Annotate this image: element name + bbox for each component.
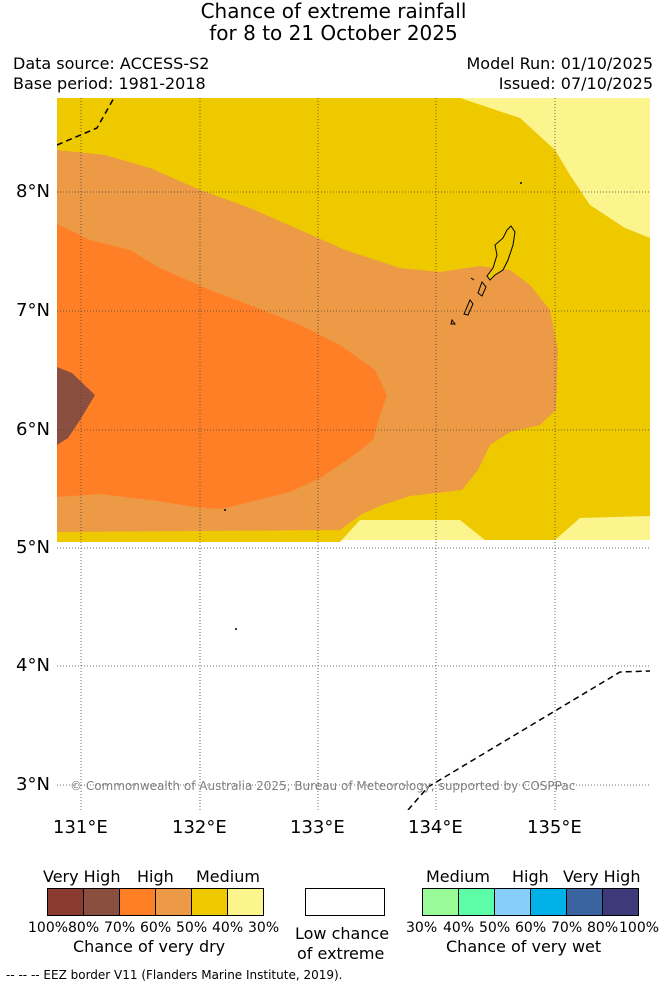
dry-tick-60: 60% <box>140 920 172 936</box>
dry-70-80-band <box>57 367 95 445</box>
dry-60-70-band <box>57 224 387 509</box>
dry-swatch-60-50 <box>155 888 192 916</box>
wet-legend-label: Chance of very wet <box>446 937 602 956</box>
wet-tick-30: 30% <box>406 920 438 936</box>
dry-tick-30: 30% <box>248 920 280 936</box>
wet-tick-70: 70% <box>551 920 583 936</box>
islet-marker <box>520 182 522 184</box>
wet-swatch-30-40 <box>422 888 459 916</box>
map-title-line-1: Chance of extreme rainfall <box>200 0 467 23</box>
lat-label-8n: 8°N <box>16 181 50 202</box>
dry-swatch-80-70 <box>83 888 120 916</box>
rainfall-probability-field <box>57 98 650 810</box>
wet-swatch-70-80 <box>566 888 603 916</box>
lat-label-4n: 4°N <box>16 655 50 676</box>
wet-tick-50: 50% <box>479 920 511 936</box>
dry-tick-100: 100% <box>28 920 69 936</box>
wet-swatch-40-50 <box>458 888 495 916</box>
copyright-notice: © Commonwealth of Australia 2025, Bureau… <box>70 779 576 793</box>
dry-tick-70: 70% <box>104 920 136 936</box>
dry-category-high: High <box>137 867 174 886</box>
low-chance-label-1: Low chance <box>295 924 390 943</box>
lon-label-133e: 133°E <box>290 817 345 838</box>
lon-label-132e: 132°E <box>172 817 227 838</box>
dry-tick-50: 50% <box>176 920 208 936</box>
map-title-line-2: for 8 to 21 October 2025 <box>209 21 458 45</box>
wet-category-medium: Medium <box>426 867 490 886</box>
lon-label-134e: 134°E <box>408 817 463 838</box>
eez-footnote: -- -- -- EEZ border V11 (Flanders Marine… <box>6 968 343 982</box>
eez-border-north <box>57 98 115 146</box>
islet-marker <box>224 509 226 511</box>
lon-label-131e: 131°E <box>53 817 108 838</box>
base-period-text: Base period: 1981-2018 <box>13 74 206 93</box>
islet-marker <box>235 628 237 630</box>
palau-island-outline-2 <box>450 277 487 325</box>
lat-label-7n: 7°N <box>16 300 50 321</box>
wet-swatch-50-60 <box>494 888 531 916</box>
wet-swatch-80-100 <box>602 888 639 916</box>
dry-category-medium: Medium <box>196 867 260 886</box>
issued-date-text: Issued: 07/10/2025 <box>498 74 653 93</box>
low-chance-swatch <box>305 888 385 916</box>
wet-category-high: High <box>512 867 549 886</box>
dry-swatch-40-30 <box>227 888 264 916</box>
dry-swatch-100-80 <box>47 888 84 916</box>
wet-tick-100: 100% <box>619 920 660 936</box>
wet-tick-60: 60% <box>515 920 547 936</box>
wet-category-very-high: Very High <box>563 867 641 886</box>
low-chance-label-2: of extreme <box>297 944 385 963</box>
dry-swatch-50-40 <box>191 888 228 916</box>
wet-swatch-60-70 <box>530 888 567 916</box>
lat-label-6n: 6°N <box>16 419 50 440</box>
data-source-text: Data source: ACCESS-S2 <box>13 54 210 73</box>
dry-tick-40: 40% <box>212 920 244 936</box>
model-run-text: Model Run: 01/10/2025 <box>466 54 654 73</box>
eez-border-southeast <box>407 670 650 810</box>
wet-tick-80: 80% <box>587 920 619 936</box>
dry-legend-label: Chance of very dry <box>73 937 226 956</box>
lon-label-135e: 135°E <box>527 817 582 838</box>
lat-label-3n: 3°N <box>16 774 50 795</box>
dry-swatch-70-60 <box>119 888 156 916</box>
wet-tick-40: 40% <box>443 920 475 936</box>
dry-tick-80: 80% <box>68 920 100 936</box>
palau-island-outline <box>486 225 516 281</box>
lat-label-5n: 5°N <box>16 537 50 558</box>
dry-category-very-high: Very High <box>43 867 121 886</box>
